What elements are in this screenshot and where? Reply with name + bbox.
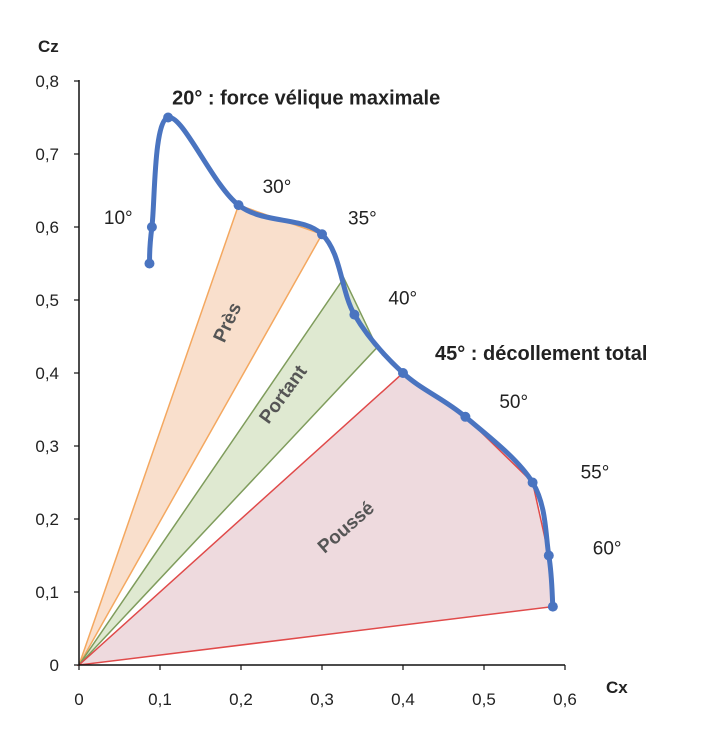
- data-point: [233, 200, 244, 211]
- data-point: [543, 550, 554, 561]
- y-tick-label: 0,7: [35, 145, 59, 164]
- y-tick-label: 0,4: [35, 364, 59, 383]
- angle-label: 10°: [104, 208, 133, 229]
- annotation: 20° : force vélique maximale: [172, 88, 440, 110]
- angle-label: 55°: [581, 463, 610, 484]
- x-tick-label: 0,3: [310, 690, 334, 709]
- x-tick-label: 0: [74, 690, 83, 709]
- y-tick-label: 0,5: [35, 291, 59, 310]
- data-point: [398, 368, 408, 378]
- x-tick-label: 0,2: [229, 690, 253, 709]
- annotation: 45° : décollement total: [435, 343, 648, 365]
- y-tick-label: 0,3: [35, 437, 59, 456]
- data-point: [547, 601, 558, 612]
- data-point: [144, 258, 155, 269]
- angle-label: 60°: [593, 539, 622, 560]
- data-point: [146, 222, 157, 232]
- x-axis-label: Cx: [606, 678, 628, 697]
- x-tick-label: 0,1: [148, 690, 172, 709]
- y-tick-label: 0,6: [35, 218, 59, 237]
- y-tick-label: 0,1: [35, 583, 59, 602]
- y-axis-label: Cz: [38, 37, 59, 56]
- angle-label: 50°: [499, 392, 528, 413]
- data-point: [527, 477, 538, 488]
- x-tick-label: 0,4: [391, 690, 415, 709]
- data-point: [349, 309, 360, 320]
- y-tick-label: 0,8: [35, 72, 59, 91]
- y-tick-label: 0,2: [35, 510, 59, 529]
- x-tick-label: 0,6: [553, 690, 577, 709]
- series-layer: [144, 112, 558, 612]
- x-tick-label: 0,5: [472, 690, 496, 709]
- regions-layer: [76, 204, 554, 667]
- angle-label: 35°: [348, 208, 377, 229]
- y-tick-label: 0: [50, 656, 59, 675]
- angle-label: 40°: [388, 289, 417, 310]
- series-line: [146, 115, 556, 610]
- data-point: [460, 411, 471, 422]
- data-point: [317, 229, 327, 240]
- region-2: [78, 276, 378, 666]
- data-point: [163, 112, 174, 123]
- angle-label: 30°: [263, 177, 292, 198]
- ticks-layer: 0 0,1 0,2 0,3 0,4 0,5 0,6 0 0,1 0,2 0,3 0,4 0,5 0,6 0,…: [35, 72, 576, 709]
